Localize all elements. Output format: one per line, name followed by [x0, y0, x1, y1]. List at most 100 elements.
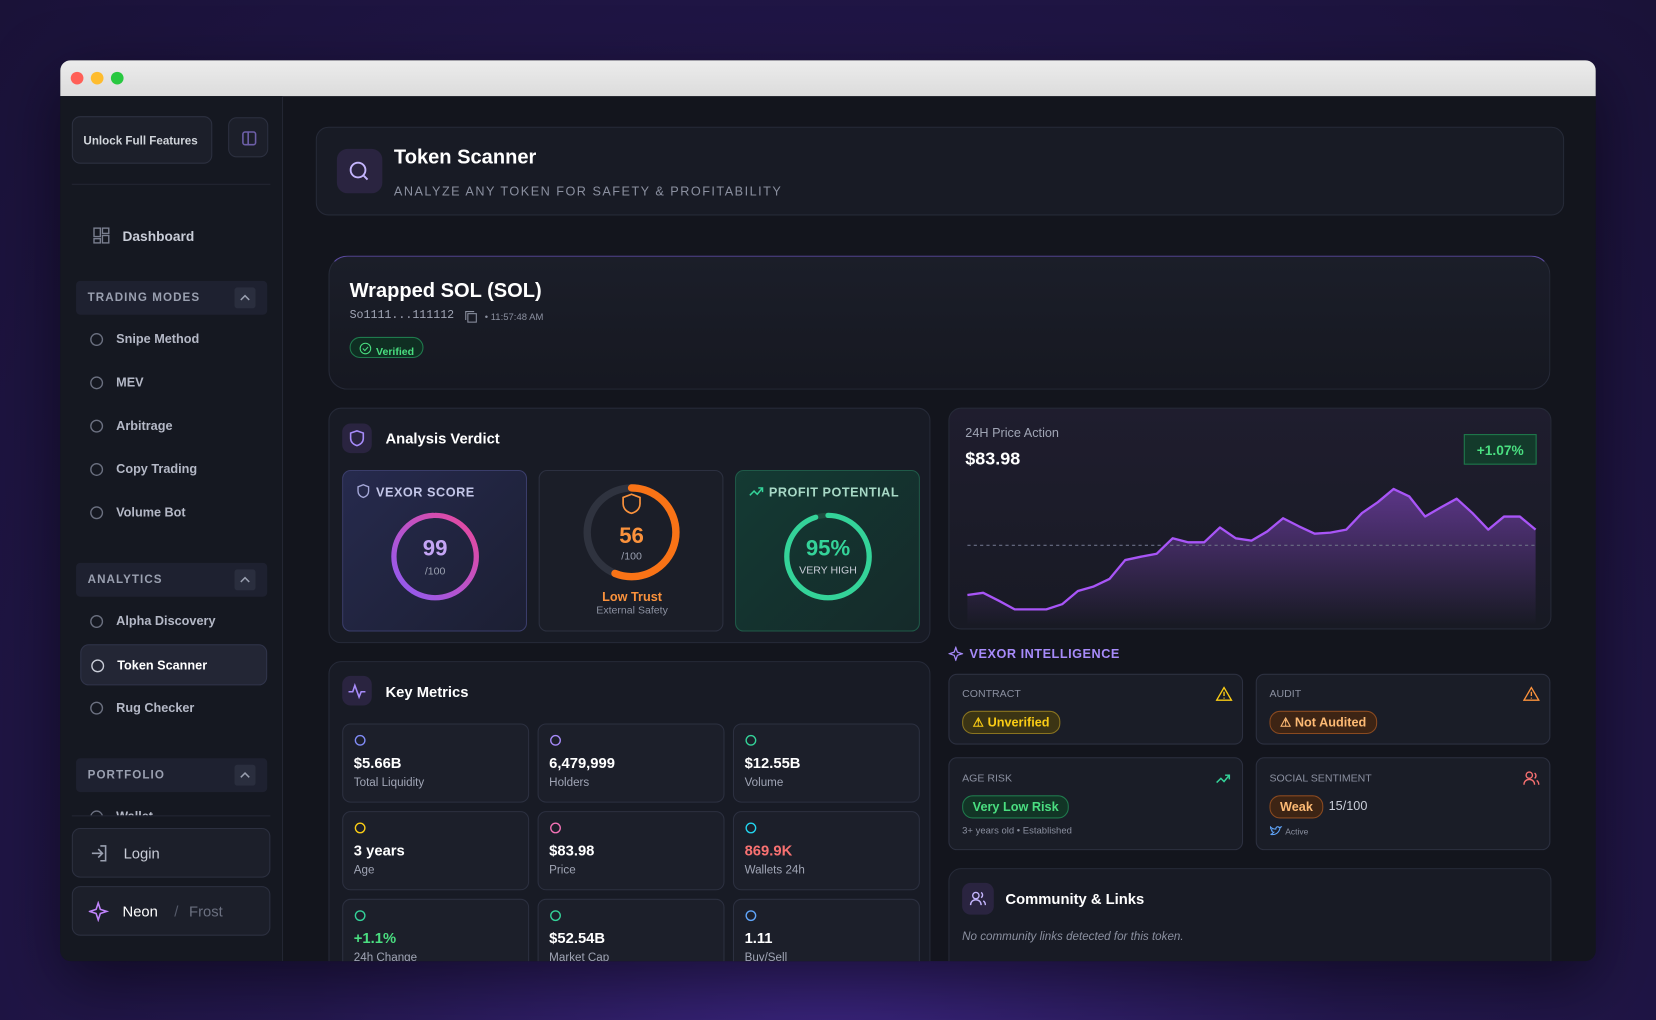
nav-icon — [90, 701, 104, 715]
price-line — [967, 487, 1537, 611]
shield-icon — [349, 430, 365, 447]
icon-shape — [354, 822, 366, 834]
metric-icon — [354, 822, 366, 834]
audit-label: AUDIT — [1269, 688, 1302, 701]
nav-label: Volume Bot — [116, 504, 186, 520]
nav-icon — [90, 810, 103, 816]
minimize-button[interactable] — [90, 71, 104, 85]
collapse-toggle[interactable] — [234, 287, 256, 309]
nav-item[interactable]: Volume Bot — [80, 492, 267, 533]
price-value: $83.98 — [965, 448, 1021, 469]
metric-label: Holders — [549, 776, 590, 789]
nav-label: Token Scanner — [117, 657, 208, 673]
age-note: 3+ years old • Established — [962, 824, 1072, 836]
shield-icon — [357, 484, 370, 499]
theme-separator: / — [174, 902, 179, 920]
icon-shape — [90, 419, 104, 433]
nav-item[interactable]: MEV — [80, 362, 267, 403]
metric-value: 869.9K — [744, 841, 793, 859]
chevron — [240, 294, 250, 301]
collapse-button[interactable] — [228, 117, 269, 158]
page-subtitle: ANALYZE ANY TOKEN FOR SAFETY & PROFITABI… — [393, 183, 783, 199]
price-area — [967, 488, 1536, 626]
nav-item[interactable]: Snipe Method — [80, 319, 267, 360]
icon-shape — [90, 333, 104, 347]
nav-icon — [90, 615, 104, 629]
metric-card: 3 years Age — [342, 811, 530, 891]
nav-label: Arbitrage — [116, 418, 173, 434]
collapse-toggle[interactable] — [234, 764, 256, 786]
icon-shape — [745, 910, 757, 922]
nav-item[interactable]: Rug Checker — [80, 688, 267, 729]
token-name: Wrapped SOL (SOL) — [349, 279, 542, 303]
icon-shape — [91, 659, 105, 673]
twitter-icon[interactable] — [1269, 825, 1283, 837]
trust-card: 56/100 Low Trust External Safety — [538, 469, 724, 632]
login-button[interactable]: Login — [71, 827, 271, 878]
maximize-button[interactable] — [110, 71, 124, 85]
nav-label: Alpha Discovery — [116, 613, 216, 629]
unlock-button[interactable]: Unlock Full Features — [71, 116, 213, 164]
community-note: No community links detected for this tok… — [962, 930, 1184, 944]
sparkle-icon — [948, 646, 964, 662]
section-title: ANALYTICS — [87, 573, 163, 587]
copy-icon[interactable] — [464, 309, 479, 324]
theme-toggle[interactable]: Neon / Frost — [71, 886, 271, 936]
section-title: TRADING MODES — [87, 291, 201, 305]
collapse-toggle[interactable] — [234, 569, 256, 591]
twitter-status: Active — [1285, 826, 1309, 837]
nav-icon — [90, 506, 104, 520]
title-bar — [60, 60, 1596, 97]
icon-shape — [90, 462, 104, 476]
audit-card: AUDIT ⚠ Not Audited — [1255, 673, 1551, 745]
age-label: AGE RISK — [962, 773, 1013, 785]
toggle-bg — [234, 287, 256, 309]
icon-shape — [90, 376, 104, 390]
price-change: +1.07% — [1463, 434, 1537, 465]
profit-gauge: 95% VERY HIGH — [784, 512, 872, 601]
divider — [71, 183, 271, 185]
search-icon — [349, 161, 369, 181]
metric-icon — [745, 822, 757, 834]
nav-item[interactable]: Wallet — [80, 796, 267, 816]
profit-score: 95% — [806, 536, 851, 561]
nav-item[interactable]: Alpha Discovery — [80, 601, 267, 642]
gauge-arc — [391, 512, 479, 601]
metric-icon — [745, 910, 757, 922]
nav-icon — [90, 419, 104, 433]
metric-card: 869.9K Wallets 24h — [732, 811, 920, 891]
vexor-label: VEXOR SCORE — [375, 484, 475, 500]
check-icon — [359, 342, 372, 355]
contract-status: ⚠ Unverified — [962, 710, 1061, 735]
metric-label: Buy/Sell — [744, 951, 788, 962]
icon-shape — [745, 822, 757, 834]
audit-status: ⚠ Not Audited — [1269, 710, 1377, 735]
toggle-bg — [234, 764, 256, 786]
nav-item[interactable]: Token Scanner — [80, 644, 268, 686]
age-status: Very Low Risk — [962, 795, 1070, 819]
nav-item[interactable]: Copy Trading — [80, 449, 267, 490]
metrics-grid: $5.66B Total Liquidity 6,479,999 Holders $12… — [330, 662, 932, 962]
nav-item[interactable]: Arbitrage — [80, 406, 267, 447]
close-button[interactable] — [70, 71, 84, 85]
header-icon-box — [336, 148, 383, 194]
users-icon — [969, 891, 987, 906]
theme-active: Neon — [122, 902, 158, 920]
nav-item[interactable]: Dashboard — [122, 228, 195, 244]
metric-label: Age — [353, 863, 375, 877]
icon-shape — [354, 910, 366, 922]
nav-icon — [90, 333, 104, 347]
warning-icon — [1522, 686, 1540, 701]
community-card: Community & Links No community links det… — [948, 868, 1552, 962]
section-header: ANALYTICS — [76, 562, 268, 597]
price-title: 24H Price Action — [965, 425, 1059, 441]
icon-shape — [354, 734, 366, 746]
metric-card: 6,479,999 Holders — [537, 723, 725, 803]
metric-value: $12.55B — [744, 754, 801, 771]
metric-card: $52.54B Market Cap — [537, 898, 725, 962]
metric-card: +1.1% 24h Change — [342, 898, 530, 962]
metric-value: $5.66B — [353, 754, 402, 771]
nav-icon — [91, 659, 105, 673]
gauge-arc — [583, 484, 680, 581]
nav-icon — [90, 462, 104, 476]
